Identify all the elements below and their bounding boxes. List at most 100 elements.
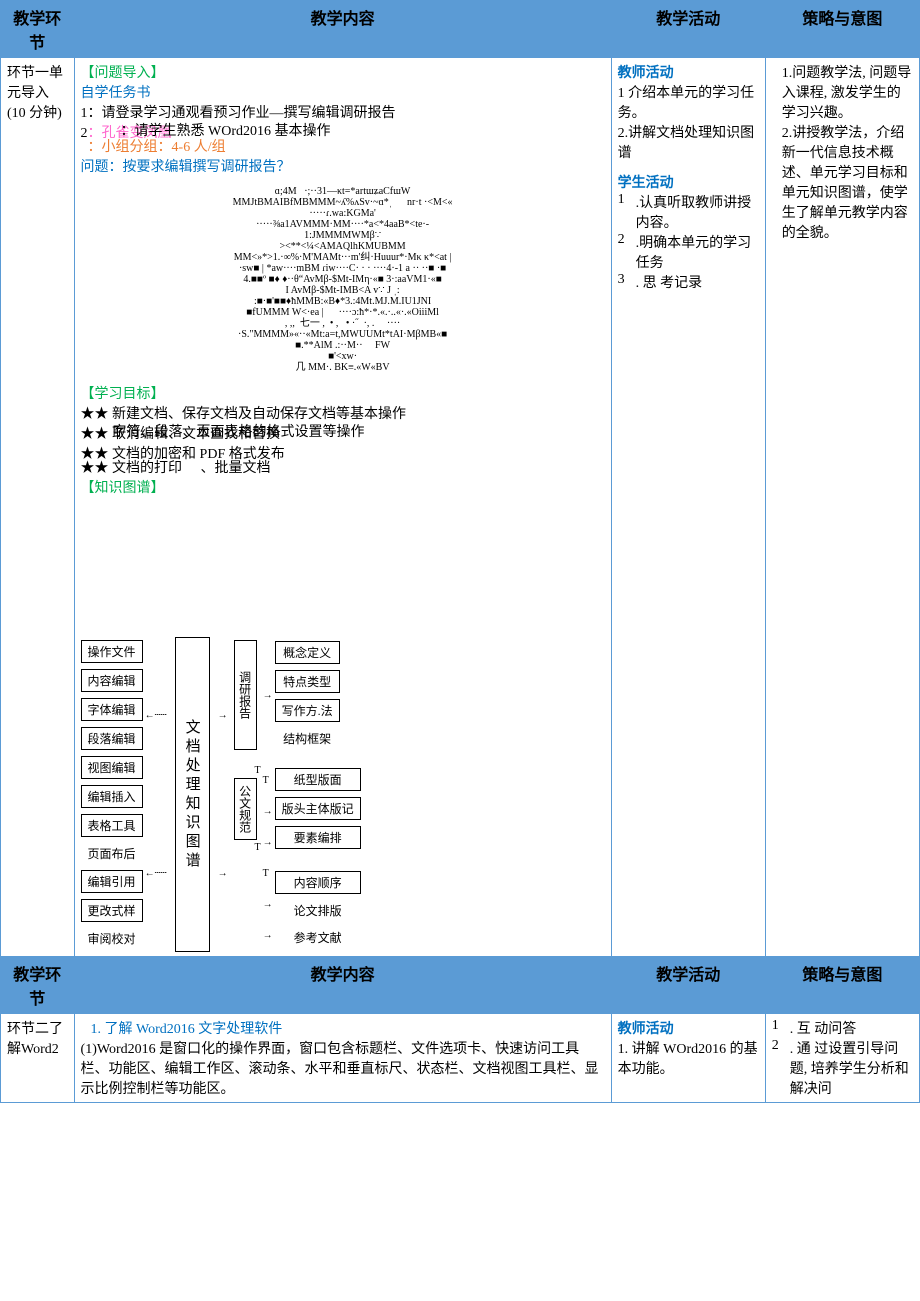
task-2-line: 2：孔雀变凤凰 ：请学生熟悉 WOrd2016 基本操作 xyxy=(81,122,605,142)
t-mark: T xyxy=(263,775,273,786)
strategy-2-p2-text: . 通 过设置引导问题, 培养学生分析和解决问 xyxy=(790,1038,913,1098)
teacher-act-2-1: 1. 讲解 WOrd2016 的基本功能。 xyxy=(618,1038,759,1078)
task-2-num: 2 xyxy=(81,126,88,141)
diag-rt-2: 写作方.法 xyxy=(275,699,340,722)
goal-4a-text: 文档的打印 xyxy=(112,461,182,476)
goal-1-stars: ★★ xyxy=(81,407,109,422)
header-strategy-2: 策略与意图 xyxy=(765,957,919,1014)
diag-left-5: 编辑插入 xyxy=(81,785,143,808)
arrow: ←┄┄ xyxy=(145,710,167,721)
task-1: 1：请登录学习通观看预习作业—撰写编辑调研报告 xyxy=(81,102,605,122)
student-act-3-text: . 思 考记录 xyxy=(636,272,759,292)
student-act-2-text: .明确本单元的学习任务 xyxy=(636,232,759,272)
diag-left-6: 表格工具 xyxy=(81,814,143,837)
stage-1-activity: 教师活动 1 介绍本单元的学习任务。 2.讲解文档处理知识图谱 学生活动 1.认… xyxy=(611,58,765,957)
student-activity-label: 学生活动 xyxy=(618,172,759,192)
t-mark: T xyxy=(230,842,261,853)
stage-2-title: 1. 了解 Word2016 文字处理软件 xyxy=(81,1018,605,1038)
header-stage-1: 教学环节 xyxy=(1,1,75,58)
task-label: 自学任务书 xyxy=(81,82,605,102)
t-mark: T xyxy=(230,765,261,776)
goal-1-text: 新建文档、保存文档及自动保存文档等基本操作 xyxy=(112,407,406,422)
diag-left-7: 页面布后 xyxy=(81,843,143,864)
diag-rt-0: 概念定义 xyxy=(275,641,340,664)
arrow: → xyxy=(218,868,228,879)
header-row-1: 教学环节 教学内容 教学活动 策略与意图 xyxy=(1,1,920,58)
goal-4: ★★ 文档的打印 、批量文档 xyxy=(81,457,605,477)
diagram-right-top-label: 调研报告 xyxy=(234,640,257,750)
strategy-2-p1-text: . 互 动问答 xyxy=(790,1018,913,1038)
diagram-right-bot-group: T 公文规范 T T → → T → → 纸 xyxy=(230,765,361,951)
strategy-2-p2-num: 2 xyxy=(772,1038,790,1098)
header-content-1: 教学内容 xyxy=(74,1,611,58)
diag-rb-1: 版头主体版记 xyxy=(275,797,361,820)
diagram-right-bot-label: 公文规范 xyxy=(234,778,257,840)
student-act-1: 1.认真听取教师讲授内容。 xyxy=(618,192,759,232)
diagram-right-arrows: → → xyxy=(216,637,230,952)
diag-rb-2: 要素编排 xyxy=(275,826,361,849)
header-row-2: 教学环节 教学内容 教学活动 策略与意图 xyxy=(1,957,920,1014)
diag-left-4: 视图编辑 xyxy=(81,756,143,779)
stage-2-label: 环节二了解Word2 xyxy=(1,1014,75,1103)
diagram-rb-arrows: T → → T → → xyxy=(261,765,275,951)
strategy-1-p2: 2.讲授教学法，介绍新一代信息技术概述、单元学习目标和单元知识图谱，使学生了解单… xyxy=(772,122,913,242)
strategy-2-p2: 2. 通 过设置引导问题, 培养学生分析和解决问 xyxy=(772,1038,913,1098)
goal-2: ★★ 取消编辑、文本查找和替换 字符、段落、页面表格的格式设置等操作 xyxy=(81,423,605,443)
goal-2b-text: 字符、段落、页面表格的格式设置等操作 xyxy=(113,421,365,441)
diagram-right: 调研报告 → 概念定义 特点类型 写作方.法 结构框架 T 公文规范 xyxy=(230,637,361,952)
stage-2-content: 1. 了解 Word2016 文字处理软件 (1)Word2016 是窗口化的操… xyxy=(74,1014,611,1103)
diag-rt-3: 结构框架 xyxy=(275,728,340,749)
header-content-2: 教学内容 xyxy=(74,957,611,1014)
stage-2-row: 环节二了解Word2 1. 了解 Word2016 文字处理软件 (1)Word… xyxy=(1,1014,920,1103)
diagram-left-arrows: ←┄┄ ←┄┄ xyxy=(143,637,169,952)
student-act-2-num: 2 xyxy=(618,232,636,272)
intro-label: 【问题导入】 xyxy=(81,62,605,82)
diagram-rt-arrows: → xyxy=(261,638,275,752)
student-act-1-num: 1 xyxy=(618,192,636,232)
task-3-text: ：请学生熟悉 WOrd2016 基本操作 xyxy=(121,120,331,140)
stage-1-strategy: 1.问题教学法, 问题导入课程, 激发学生的学习兴趣。 2.讲授教学法，介绍新一… xyxy=(765,58,919,957)
goal-1: ★★ 新建文档、保存文档及自动保存文档等基本操作 xyxy=(81,403,605,423)
student-act-3: 3. 思 考记录 xyxy=(618,272,759,292)
teacher-activity-label-2: 教师活动 xyxy=(618,1018,759,1038)
garbled-image-artifact: ɑ;4M ·;··31—κt=*artɯʑaCfɯW MMJtBMAIBfMBM… xyxy=(111,186,575,373)
task-1-num: 1 xyxy=(81,106,88,121)
stage-2-strategy: 1. 互 动问答 2. 通 过设置引导问题, 培养学生分析和解决问 xyxy=(765,1014,919,1103)
diagram-right-bot-stack: 纸型版面 版头主体版记 要素编排 内容顺序 论文排版 参考文献 xyxy=(275,765,361,951)
arrow: → xyxy=(218,710,228,721)
diag-left-0: 操作文件 xyxy=(81,640,143,663)
diag-rb-5: 参考文献 xyxy=(275,927,361,948)
strategy-2-p1: 1. 互 动问答 xyxy=(772,1018,913,1038)
strategy-2-p1-num: 1 xyxy=(772,1018,790,1038)
diag-left-3: 段落编辑 xyxy=(81,727,143,750)
header-activity-1: 教学活动 xyxy=(611,1,765,58)
student-act-3-num: 3 xyxy=(618,272,636,292)
teacher-activity-label: 教师活动 xyxy=(618,62,759,82)
stage-2-body: (1)Word2016 是窗口化的操作界面，窗口包含标题栏、文件选项卡、快速访问… xyxy=(81,1038,605,1098)
diagram-right-top-stack: 概念定义 特点类型 写作方.法 结构框架 xyxy=(275,638,340,752)
task-2b-text: ：小组分组：4-6 人/组 xyxy=(88,140,226,155)
diag-rb-4: 论文排版 xyxy=(275,900,361,921)
stage-1-content: 【问题导入】 自学任务书 1：请登录学习通观看预习作业—撰写编辑调研报告 2：孔… xyxy=(74,58,611,957)
diag-left-2: 字体编辑 xyxy=(81,698,143,721)
t-mark: T xyxy=(263,868,273,879)
strategy-1-p1: 1.问题教学法, 问题导入课程, 激发学生的学习兴趣。 xyxy=(772,62,913,122)
stage-1-row: 环节一单元导入(10 分钟) 【问题导入】 自学任务书 1：请登录学习通观看预习… xyxy=(1,58,920,957)
student-act-1-text: .认真听取教师讲授内容。 xyxy=(636,192,759,232)
question-line: 问题：按要求编辑撰写调研报告？ xyxy=(81,156,605,176)
diag-left-1: 内容编辑 xyxy=(81,669,143,692)
teacher-act-2: 2.讲解文档处理知识图谱 xyxy=(618,122,759,162)
stage-2-activity: 教师活动 1. 讲解 WOrd2016 的基本功能。 xyxy=(611,1014,765,1103)
arrow: ←┄┄ xyxy=(145,868,167,879)
knowledge-diagram: 操作文件 内容编辑 字体编辑 段落编辑 视图编辑 编辑插入 表格工具 页面布后 … xyxy=(81,637,605,952)
diag-rt-1: 特点类型 xyxy=(275,670,340,693)
header-activity-2: 教学活动 xyxy=(611,957,765,1014)
goal-2-stars: ★★ xyxy=(81,427,109,442)
goal-4b-text: 、批量文档 xyxy=(201,457,271,477)
diag-rb-3: 内容顺序 xyxy=(275,871,361,894)
goal-4-stars: ★★ xyxy=(81,461,109,476)
knowledge-label: 【知识图谱】 xyxy=(81,477,605,497)
header-strategy-1: 策略与意图 xyxy=(765,1,919,58)
lesson-plan-table: 教学环节 教学内容 教学活动 策略与意图 环节一单元导入(10 分钟) 【问题导… xyxy=(0,0,920,1103)
task-1-text: ：请登录学习通观看预习作业—撰写编辑调研报告 xyxy=(88,106,396,121)
